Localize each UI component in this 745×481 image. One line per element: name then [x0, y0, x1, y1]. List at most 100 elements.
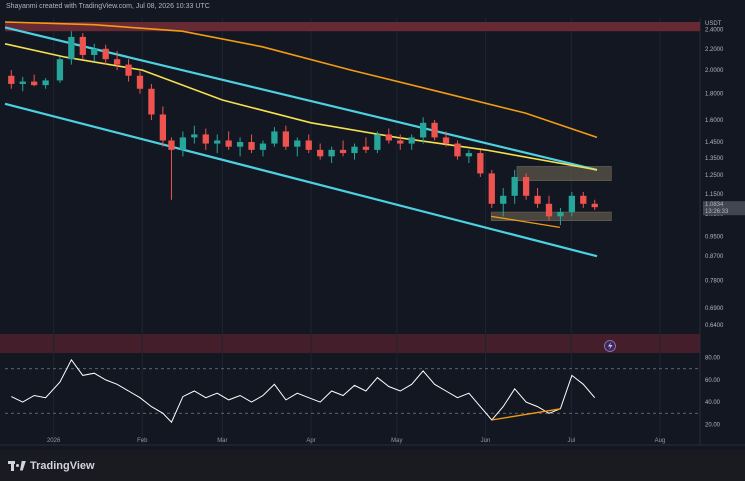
candle-body [591, 203, 598, 208]
supply-zone [5, 22, 700, 32]
rsi-tick-label: 20.00 [705, 422, 721, 428]
candle-body [282, 131, 290, 147]
rsi-tick-label: 40.00 [705, 400, 721, 406]
candle-body [385, 134, 392, 141]
price-tick-label: 0.7800 [705, 279, 724, 285]
candle-body [102, 48, 109, 60]
candle-body [191, 134, 198, 138]
price-tick-label: 0.8700 [705, 254, 724, 260]
candle-body [202, 134, 209, 144]
candle-countdown: 13:26:33 [705, 209, 729, 215]
candle-body [294, 140, 301, 147]
candle-body [488, 173, 495, 204]
time-tick-label: Mar [217, 438, 227, 444]
time-tick-label: Feb [137, 438, 148, 444]
candle-body [442, 137, 450, 144]
moving-average-short [4, 43, 598, 171]
price-tick-label: 1.2500 [705, 173, 724, 179]
rsi-divergence-line [491, 408, 561, 421]
candle-body [477, 153, 484, 174]
candle-body [431, 122, 438, 138]
candle-body [125, 64, 132, 76]
candle-body [545, 203, 553, 217]
candle-body [19, 81, 26, 84]
candle-body [362, 146, 370, 150]
tradingview-logo-icon [8, 460, 26, 471]
candle-body [305, 140, 312, 150]
candle-body [557, 212, 564, 217]
moving-average-long [4, 21, 598, 139]
price-tick-label: 0.9500 [705, 235, 724, 241]
resistance-zone [516, 166, 612, 181]
tradingview-logo[interactable]: TradingView [8, 460, 95, 472]
price-tick-label: 1.1500 [705, 192, 724, 198]
channel-line-lower [4, 102, 598, 258]
candle-body [68, 36, 75, 60]
candle-body [159, 114, 167, 141]
price-tick-label: 1.8000 [705, 92, 724, 98]
time-tick-label: Jun [481, 438, 491, 444]
candle-body [179, 137, 187, 150]
candle-body [419, 122, 427, 138]
price-tick-label: 1.0500 [705, 212, 724, 218]
candle-body [568, 195, 576, 213]
price-tick-label: 1.6000 [705, 118, 724, 124]
time-tick-label: Apr [306, 438, 315, 444]
rsi-tick-label: 60.00 [705, 378, 721, 384]
candle-body [465, 153, 473, 157]
candle-body [454, 143, 461, 157]
candle-body [91, 48, 98, 55]
candle-body [42, 80, 49, 86]
price-tick-label: 0.6900 [705, 306, 724, 312]
current-price-tag [703, 201, 745, 216]
rsi-line [11, 358, 596, 424]
price-tick-label: 2.0000 [705, 68, 724, 74]
candle-body [408, 137, 415, 144]
candle-body [136, 75, 144, 89]
time-tick-label: May [391, 438, 402, 444]
candle-body [31, 81, 38, 86]
candle-body [225, 140, 232, 147]
time-tick-label: 2026 [47, 438, 61, 444]
candle-body [271, 131, 278, 144]
candle-body [374, 134, 381, 150]
candle-body [259, 143, 267, 150]
candle-body [113, 59, 121, 65]
candle-body [79, 36, 86, 55]
candle-body [168, 140, 175, 150]
candle-body [236, 142, 244, 147]
price-tick-label: 2.4000 [705, 27, 724, 33]
chart-canvas[interactable]: 2026 Feb Mar Apr May Jun Jul Aug 2.4000 2.2000 2.0… [0, 0, 745, 450]
candle-body [148, 88, 155, 115]
candle-body [397, 140, 404, 144]
footer-bar: TradingView [0, 450, 745, 481]
candle-body [328, 149, 335, 157]
lightning-glyph [608, 342, 613, 350]
tradingview-logo-text: TradingView [30, 459, 95, 472]
rsi-tick-label: 80.00 [705, 356, 721, 362]
candle-body [56, 59, 64, 81]
current-price-value: 1.0834 [705, 202, 724, 208]
currency-label: USDT [705, 21, 722, 27]
price-tick-label: 0.6400 [705, 323, 724, 329]
candle-body [8, 75, 15, 84]
candle-body [500, 195, 507, 204]
candle-body [351, 146, 358, 154]
pane-separator-band [0, 334, 700, 353]
time-tick-label: Aug [655, 438, 666, 444]
candle-body [580, 195, 587, 204]
price-tick-label: 1.3500 [705, 156, 724, 162]
chart-attribution: Shayanmi created with TradingView.com, J… [6, 3, 210, 10]
price-tick-label: 1.4500 [705, 140, 724, 146]
price-tick-label: 2.2000 [705, 47, 724, 53]
candle-body [534, 195, 541, 204]
time-tick-label: Jul [567, 438, 575, 444]
candle-body [511, 177, 518, 196]
candle-body [522, 177, 530, 196]
candle-body [317, 149, 324, 157]
candle-body [339, 149, 347, 154]
support-trendline [491, 215, 560, 228]
candle-body [248, 142, 255, 150]
candle-body [214, 140, 221, 144]
